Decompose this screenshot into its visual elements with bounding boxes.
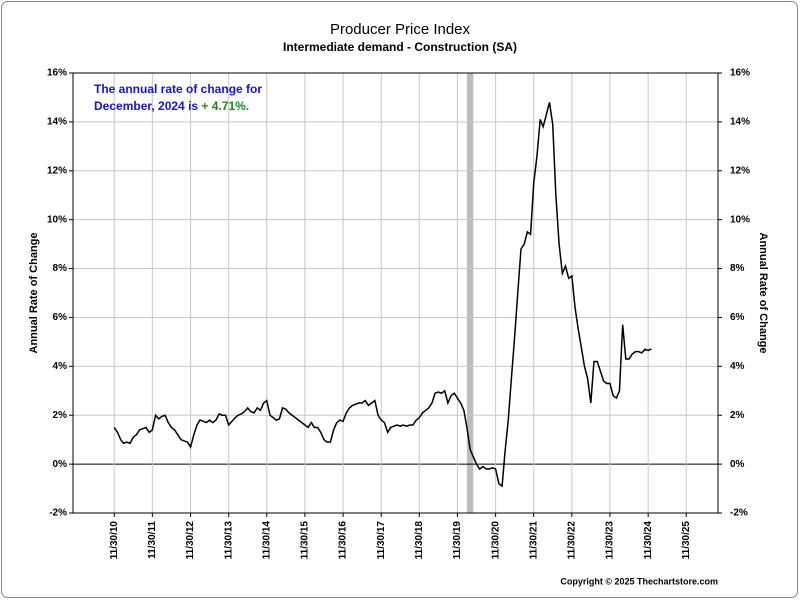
y2-tick-label: 0%	[730, 459, 745, 470]
y2-tick-label: 10%	[730, 214, 750, 225]
x-tick-label: 11/30/10	[109, 521, 120, 560]
y-tick-label: 8%	[53, 263, 68, 274]
y2-axis-label: Annual Rate of Change	[757, 232, 769, 353]
y-tick-label: 2%	[53, 410, 68, 421]
x-tick-label: 11/30/22	[566, 521, 577, 560]
annotation-value: + 4.71%.	[201, 99, 249, 113]
chart-title: Producer Price Index	[330, 21, 471, 38]
y-tick-label: 12%	[47, 165, 67, 176]
y-tick-label: 6%	[53, 312, 68, 323]
x-tick-label: 11/30/19	[452, 521, 463, 560]
x-tick-label: 11/30/24	[643, 521, 654, 560]
x-tick-label: 11/30/16	[338, 521, 349, 560]
chart-subtitle: Intermediate demand - Construction (SA)	[283, 40, 517, 54]
y2-tick-label: 12%	[730, 165, 750, 176]
y-axis-label: Annual Rate of Change	[28, 232, 40, 353]
x-tick-label: 11/30/15	[300, 521, 311, 560]
y2-tick-label: 14%	[730, 117, 750, 128]
x-tick-label: 11/30/23	[605, 521, 616, 560]
y-tick-label: 16%	[47, 68, 67, 79]
y2-tick-label: 6%	[730, 312, 745, 323]
y2-tick-label: 4%	[730, 361, 745, 372]
x-tick-label: 11/30/21	[528, 521, 539, 560]
y2-tick-label: -2%	[730, 508, 748, 519]
copyright: Copyright © 2025 Thechartstore.com	[560, 576, 718, 586]
x-tick-label: 11/30/11	[147, 521, 158, 559]
y2-tick-label: 16%	[730, 68, 750, 79]
x-tick-label: 11/30/14	[261, 521, 272, 560]
y-tick-label: 14%	[47, 117, 67, 128]
annotation-line1: The annual rate of change for	[94, 82, 262, 96]
y2-tick-label: 2%	[730, 410, 745, 421]
annotation-line2: December, 2024 is + 4.71%.	[94, 99, 249, 113]
x-tick-label: 11/30/25	[681, 521, 692, 560]
annotation-text: December, 2024 is	[94, 99, 198, 113]
plot-frame	[72, 72, 719, 514]
y-tick-label: 4%	[53, 361, 68, 372]
x-tick-label: 11/30/18	[414, 521, 425, 560]
x-tick-label: 11/30/12	[185, 521, 196, 560]
recession-band	[466, 73, 474, 513]
y2-tick-label: 8%	[730, 263, 745, 274]
y-tick-label: 0%	[53, 459, 68, 470]
x-tick-label: 11/30/17	[376, 521, 387, 560]
x-tick-label: 11/30/20	[490, 521, 501, 560]
data-line	[113, 102, 652, 488]
y-tick-label: -2%	[49, 508, 67, 519]
y-tick-label: 10%	[47, 214, 67, 225]
x-tick-label: 11/30/13	[223, 521, 234, 560]
